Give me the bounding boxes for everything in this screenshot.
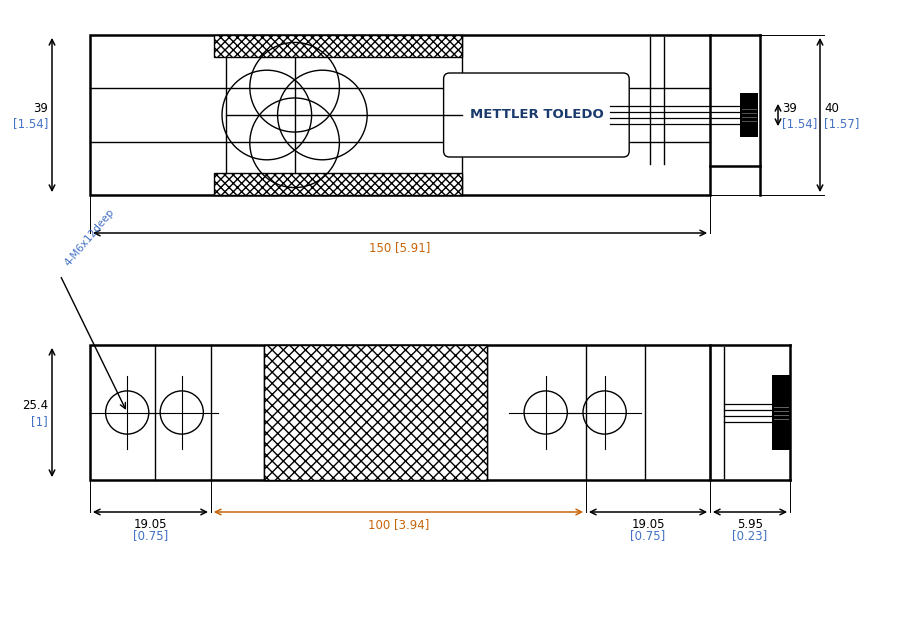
Text: 40: 40 bbox=[824, 102, 839, 114]
Text: 19.05: 19.05 bbox=[631, 518, 664, 531]
Text: 150 [5.91]: 150 [5.91] bbox=[370, 241, 431, 254]
Text: 25.4: 25.4 bbox=[22, 399, 48, 412]
Text: 4-M6x12deep: 4-M6x12deep bbox=[63, 207, 116, 268]
Text: [1.57]: [1.57] bbox=[824, 117, 859, 130]
Bar bbox=[214, 35, 462, 57]
Bar bbox=[90, 345, 710, 480]
Text: [1.54]: [1.54] bbox=[13, 117, 48, 130]
FancyBboxPatch shape bbox=[444, 73, 629, 157]
Bar bbox=[772, 376, 790, 450]
Text: [0.75]: [0.75] bbox=[630, 529, 665, 542]
Text: 39: 39 bbox=[33, 102, 48, 114]
Text: METTLER TOLEDO: METTLER TOLEDO bbox=[469, 109, 603, 122]
Bar bbox=[214, 173, 462, 195]
Text: 39: 39 bbox=[782, 102, 796, 114]
Bar bbox=[90, 35, 710, 195]
Text: 19.05: 19.05 bbox=[134, 518, 167, 531]
Text: [1.54]: [1.54] bbox=[782, 117, 818, 130]
Text: [0.75]: [0.75] bbox=[133, 529, 168, 542]
Text: [0.23]: [0.23] bbox=[733, 529, 768, 542]
Bar bbox=[263, 345, 487, 480]
Text: [1]: [1] bbox=[31, 415, 48, 428]
Bar bbox=[740, 92, 758, 137]
Text: 5.95: 5.95 bbox=[737, 518, 763, 531]
Text: 100 [3.94]: 100 [3.94] bbox=[368, 518, 429, 531]
